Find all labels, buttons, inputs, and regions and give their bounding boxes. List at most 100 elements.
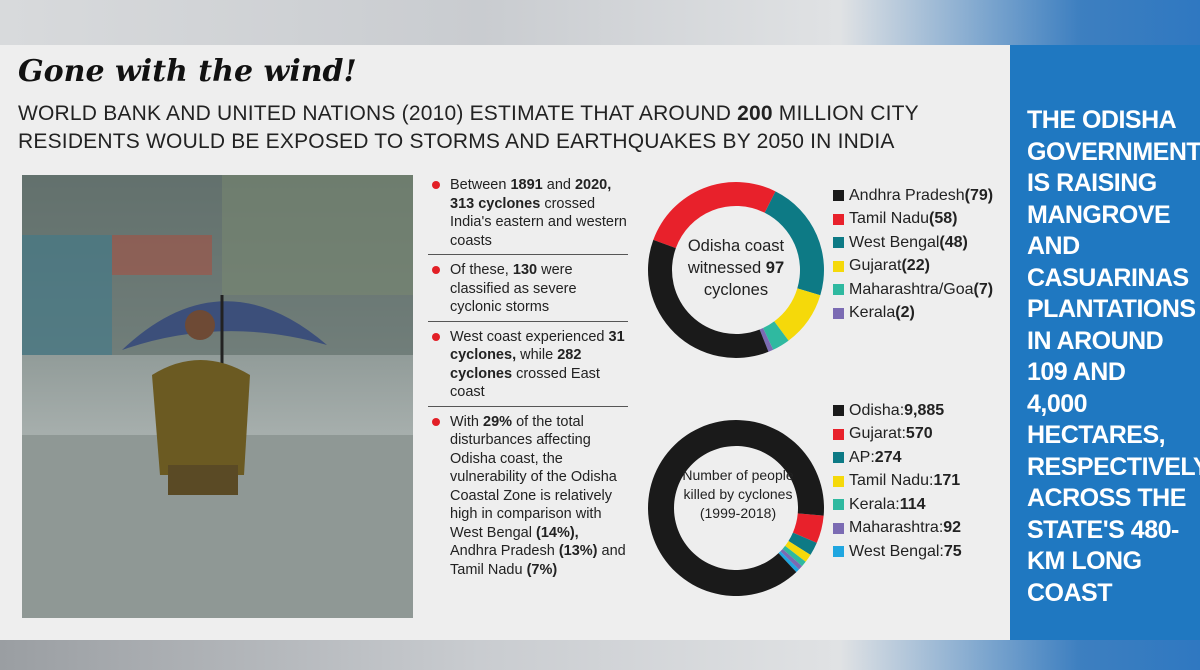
fact-text: 282 cyclones xyxy=(450,347,582,382)
legend-swatch xyxy=(833,546,844,558)
fact-text: crossed India's eastern and western coas… xyxy=(450,195,627,249)
donut2-center-label: Number of people killed by cyclones (199… xyxy=(682,467,794,521)
legend-item: Kerala (2) xyxy=(833,302,993,326)
fact-text: 29% xyxy=(483,413,513,430)
fact-item: Between 1891 and 2020, 313 cyclones cros… xyxy=(428,176,628,255)
fact-text: and xyxy=(542,177,575,193)
legend-item: Gujarat (22) xyxy=(833,255,993,279)
fact-text: Of these, xyxy=(450,262,513,278)
legend-label: Gujarat: xyxy=(849,425,906,443)
fact-text: With xyxy=(450,413,484,430)
fact-text: crossed East coast xyxy=(450,365,600,401)
legend-item: Tamil Nadu: 171 xyxy=(833,470,962,494)
legend-label: AP: xyxy=(849,448,875,466)
legend-value: (2) xyxy=(895,304,915,322)
legend-value: 9,885 xyxy=(904,401,945,419)
legend-value: 570 xyxy=(905,425,933,443)
donut-slice-andhra-pradesh xyxy=(648,239,769,358)
donut-slice-kerala xyxy=(759,328,774,352)
legend-value: (22) xyxy=(901,257,930,275)
legend-swatch xyxy=(833,284,844,296)
legend-label: West Bengal xyxy=(849,233,940,251)
legend-value: (58) xyxy=(929,210,958,228)
legend-label: Andhra Pradesh xyxy=(849,186,965,204)
legend-item: Odisha: 9,885 xyxy=(833,399,962,423)
legend-item: Andhra Pradesh (79) xyxy=(833,184,993,208)
fact-text: while xyxy=(516,347,558,363)
legend-swatch xyxy=(833,260,844,272)
legend-swatch xyxy=(833,452,844,464)
legend-label: Maharashtra/Goa xyxy=(849,280,974,298)
fact-text: 1891 xyxy=(510,177,543,193)
donut-slice-odisha xyxy=(648,420,824,596)
legend-swatch xyxy=(833,522,844,534)
donut1-center-label: Odisha coast witnessed 97 cyclones xyxy=(676,235,796,301)
legend-value: (7) xyxy=(973,280,994,298)
legend-label: Odisha: xyxy=(849,401,905,419)
legend-swatch xyxy=(833,307,844,319)
fact-item: Of these, 130 were classified as severe … xyxy=(428,261,628,322)
fact-text: West coast experienced xyxy=(450,328,609,345)
bullet-dot-icon xyxy=(432,181,440,189)
center-text: Odisha coast witnessed xyxy=(687,237,785,277)
background-blur-top xyxy=(0,0,1200,45)
subheadline-text: WORLD BANK AND UNITED NATIONS (2010) EST… xyxy=(18,102,738,125)
legend-label: Maharashtra: xyxy=(849,519,944,537)
legend-swatch xyxy=(833,499,844,511)
fact-text: (13%) xyxy=(558,543,598,559)
bullet-dot-icon xyxy=(432,266,440,274)
legend-swatch xyxy=(833,237,844,249)
legend-item: Maharashtra/Goa (7) xyxy=(833,278,993,302)
headline: Gone with the wind! xyxy=(18,54,357,89)
background-blur-bottom xyxy=(0,640,1200,670)
legend-value: (48) xyxy=(939,233,968,251)
legend-value: 274 xyxy=(874,448,902,466)
subheadline-bold: 200 xyxy=(737,102,773,125)
subheadline-text: MILLION CITY RESIDENTS WOULD BE EXPOSED … xyxy=(18,102,919,153)
donut-slice-maharashtra xyxy=(780,548,803,570)
legend-swatch xyxy=(833,475,844,487)
fact-text: (14%), xyxy=(535,524,579,541)
bullet-dot-icon xyxy=(432,332,440,341)
legend-item: West Bengal (48) xyxy=(833,231,993,255)
fact-text: 2020, 313 cyclones xyxy=(450,177,612,212)
legend-value: 75 xyxy=(943,542,962,560)
subheadline: WORLD BANK AND UNITED NATIONS (2010) EST… xyxy=(18,100,998,156)
legend-label: Kerala: xyxy=(849,495,900,513)
photo-man-with-umbrella-in-flood xyxy=(22,175,413,618)
donut-slice-maharashtra-goa xyxy=(763,321,789,350)
legend-label: Gujarat xyxy=(849,257,902,275)
legend-value: 92 xyxy=(943,519,962,537)
legend-value: 114 xyxy=(899,495,926,513)
fact-text: and Tamil Nadu xyxy=(450,543,626,578)
donut-slice-west-bengal xyxy=(778,551,799,573)
legend-swatch xyxy=(833,213,844,225)
bullet-dot-icon xyxy=(432,417,440,426)
center-text: cyclones xyxy=(703,281,769,299)
fact-text: Between xyxy=(450,177,511,193)
fact-list: Between 1891 and 2020, 313 cyclones cros… xyxy=(428,176,628,589)
legend-swatch xyxy=(833,428,844,440)
legend-value: (79) xyxy=(964,186,994,204)
fact-text: of the total disturbances affecting Odis… xyxy=(450,413,617,541)
fact-item: West coast experienced 31 cyclones, whil… xyxy=(428,328,628,407)
donut-slice-tamil-nadu xyxy=(785,541,811,562)
legend-item: Tamil Nadu (58) xyxy=(833,208,993,232)
donut-slice-kerala xyxy=(782,545,806,567)
legend-label: Tamil Nadu: xyxy=(849,472,934,490)
donut-chart-deaths xyxy=(648,420,824,596)
fact-text: 130 xyxy=(512,262,538,278)
fact-text: Andhra Pradesh xyxy=(450,543,559,559)
fact-item: With 29% of the total disturbances affec… xyxy=(428,413,628,584)
fact-text: were classified as severe cyclonic storm… xyxy=(450,262,577,315)
legend-item: AP: 274 xyxy=(833,446,962,470)
legend-swatch xyxy=(833,190,844,202)
donut-chart-cyclones xyxy=(648,182,824,358)
center-bold: 97 xyxy=(765,259,785,277)
legend-label: Kerala xyxy=(849,304,896,322)
legend-item: Kerala: 114 xyxy=(833,493,962,517)
donut-slice-ap xyxy=(788,532,817,555)
legend-label: Tamil Nadu xyxy=(849,210,930,228)
donut-slice-gujarat xyxy=(792,513,824,543)
donut-slice-tamil-nadu xyxy=(653,182,776,249)
